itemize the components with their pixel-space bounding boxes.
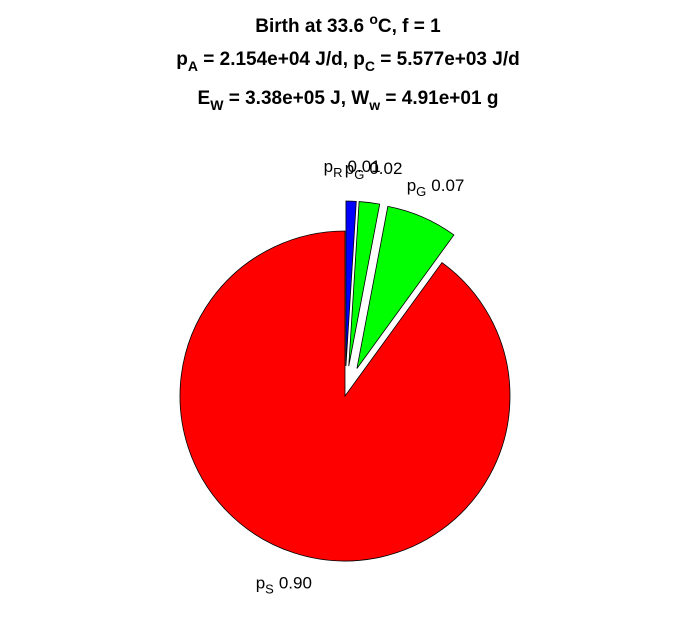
- pie-slice: [356, 205, 455, 369]
- title-text: = 5.577e+03 J/d: [375, 49, 520, 70]
- title-text: w: [368, 97, 380, 113]
- title-text: W: [210, 97, 224, 113]
- label-symbol: p: [345, 159, 354, 178]
- label-subscript: G: [354, 167, 364, 182]
- label-value: 0.02: [369, 159, 402, 178]
- title-line: Birth at 33.6 oC, f = 1: [255, 11, 441, 37]
- label-subscript: G: [416, 184, 426, 199]
- slice-label: pR 0.01: [324, 158, 381, 181]
- label-symbol: p: [256, 574, 265, 593]
- title-text: E: [198, 88, 211, 109]
- label-value: 0.07: [431, 176, 464, 195]
- slice-label: pG 0.02: [345, 159, 403, 182]
- pie-slice: [348, 201, 381, 367]
- title-text: o: [369, 11, 378, 27]
- label-subscript: S: [265, 582, 274, 597]
- title-text: C, f = 1: [378, 16, 441, 37]
- label-subscript: R: [333, 166, 342, 181]
- title-text: A: [188, 58, 198, 74]
- title-text: p: [176, 49, 188, 70]
- label-value: 0.01: [348, 158, 381, 177]
- title-line: pA = 2.154e+04 J/d, pC = 5.577e+03 J/d: [176, 49, 519, 74]
- slice-label: pS 0.90: [256, 574, 312, 597]
- label-symbol: p: [324, 158, 333, 177]
- title-text: = 2.154e+04 J/d, p: [198, 49, 365, 70]
- title-text: = 4.91e+01 g: [380, 88, 498, 109]
- title-line: EW = 3.38e+05 J, Ww = 4.91e+01 g: [198, 88, 499, 113]
- pie-slice: [345, 200, 357, 367]
- pie-slice: [179, 230, 511, 562]
- title-text: C: [365, 58, 375, 74]
- title-text: Birth at 33.6: [255, 16, 369, 37]
- slice-label: pG 0.07: [407, 176, 465, 199]
- label-symbol: p: [407, 176, 416, 195]
- title-text: = 3.38e+05 J, W: [223, 88, 369, 109]
- label-value: 0.90: [279, 574, 312, 593]
